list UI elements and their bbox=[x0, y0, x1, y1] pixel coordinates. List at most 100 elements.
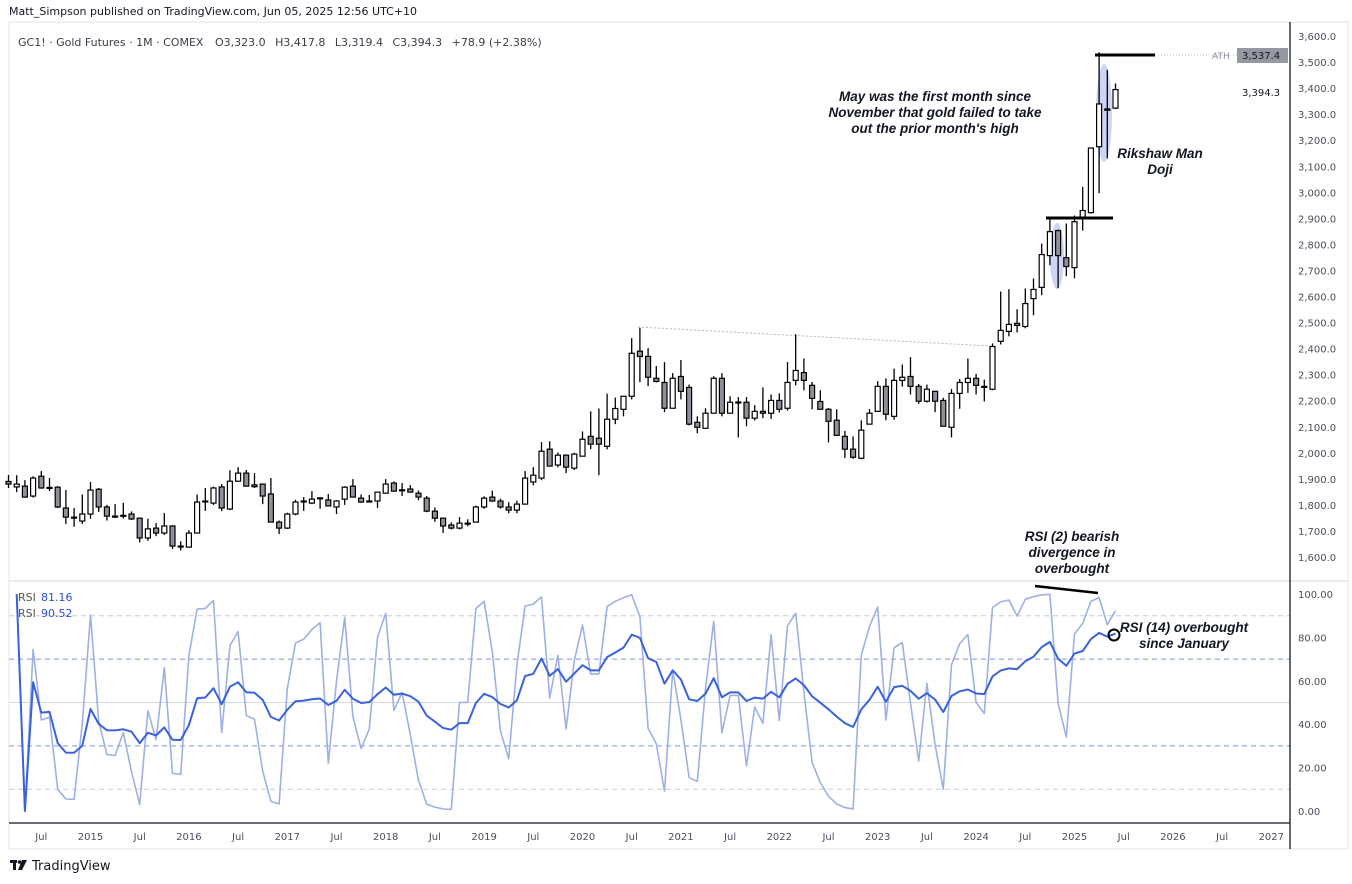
candle-body-down bbox=[267, 493, 274, 523]
candle-body-up bbox=[161, 525, 168, 534]
ath-price: 3,537.4 bbox=[1242, 51, 1280, 62]
price-tick-label: 2,800.0 bbox=[1298, 240, 1336, 251]
time-tick-label: Jul bbox=[428, 832, 441, 843]
candle bbox=[243, 469, 250, 487]
time-tick-label: Jul bbox=[1018, 832, 1031, 843]
price-tick-label: 1,800.0 bbox=[1298, 501, 1336, 512]
candle-body-down bbox=[128, 513, 135, 520]
price-tick-label: 3,100.0 bbox=[1298, 162, 1336, 173]
rsi14-annotation[interactable]: RSI (14) overbought since January bbox=[1120, 620, 1249, 651]
candle bbox=[776, 393, 783, 413]
candle-body-up bbox=[989, 345, 996, 390]
rsi-divergence-line[interactable] bbox=[1034, 584, 1099, 595]
candle-body-down bbox=[390, 482, 397, 492]
tradingview-logo[interactable]: TradingView bbox=[10, 859, 111, 874]
price-tick-label: 3,400.0 bbox=[1298, 84, 1336, 95]
candle bbox=[546, 441, 553, 467]
rsi-marker-circle[interactable] bbox=[1107, 628, 1121, 642]
time-tick-label: Jul bbox=[231, 832, 244, 843]
price-axis[interactable]: 1,600.0 1,700.0 1,800.0 1,900.0 2,000.0 2,100… bbox=[1298, 32, 1336, 564]
candle bbox=[653, 366, 660, 383]
candle-body-down bbox=[907, 375, 914, 387]
candle bbox=[46, 478, 53, 492]
candle-body-up bbox=[620, 395, 627, 410]
time-tick-label: Jul bbox=[920, 832, 933, 843]
ohlc-change: +78.9 (+2.38%) bbox=[452, 36, 542, 49]
rsi14-legend-name: RSI bbox=[18, 591, 36, 604]
resistance-trendline[interactable] bbox=[637, 326, 991, 347]
doji-annotation[interactable]: Rikshaw Man Doji bbox=[1117, 146, 1203, 177]
candle bbox=[210, 486, 217, 505]
candle bbox=[792, 334, 799, 386]
candle-body-down bbox=[415, 492, 422, 498]
candle-body-down bbox=[677, 375, 685, 392]
last-price-label: 3,394.3 bbox=[1242, 88, 1280, 99]
time-tick-label: Jul bbox=[133, 832, 146, 843]
candle-body-up bbox=[669, 377, 676, 409]
ohlc-open: O3,323.0 bbox=[215, 36, 266, 49]
symbol-legend[interactable]: GC1! · Gold Futures · 1M · COMEX O3,323.… bbox=[18, 36, 542, 49]
candle bbox=[1005, 289, 1013, 337]
candle bbox=[1022, 288, 1029, 329]
tradingview-logo-icon bbox=[10, 860, 27, 870]
annotation-line: out the prior month's high bbox=[851, 121, 1018, 136]
time-tick-label: Jul bbox=[1215, 832, 1228, 843]
annotation-line: since January bbox=[1139, 636, 1231, 651]
rsi2-annotation[interactable]: RSI (2) bearish divergence in overbought bbox=[1025, 529, 1120, 576]
candle bbox=[276, 520, 283, 535]
candle-body-up bbox=[1112, 88, 1119, 109]
time-tick-label: Jul bbox=[526, 832, 539, 843]
candle-body-up bbox=[899, 376, 906, 381]
candle bbox=[456, 517, 463, 530]
candle-body-up bbox=[923, 388, 931, 402]
candle bbox=[177, 541, 184, 551]
candle-body-down bbox=[644, 355, 652, 378]
candle-body-down bbox=[317, 497, 324, 500]
candle-body-up bbox=[866, 412, 873, 425]
candle bbox=[472, 505, 479, 523]
candle bbox=[702, 408, 709, 429]
candle-body-down bbox=[448, 524, 455, 529]
rsi-levels bbox=[9, 615, 1290, 790]
candle bbox=[169, 525, 176, 549]
candle-body-up bbox=[890, 379, 898, 417]
candle bbox=[735, 397, 742, 438]
candle bbox=[259, 483, 266, 505]
price-tick-label: 1,600.0 bbox=[1298, 553, 1336, 564]
candle-body-up bbox=[382, 483, 389, 494]
candle-body-down bbox=[776, 399, 783, 410]
time-tick-label: Jul bbox=[625, 832, 638, 843]
candle-body-down bbox=[808, 384, 816, 399]
candle bbox=[595, 408, 603, 476]
rsi-axis[interactable]: 100.00 80.00 60.00 40.00 20.00 0.00 bbox=[1298, 590, 1333, 818]
candle bbox=[13, 475, 20, 493]
time-tick-label: 2027 bbox=[1259, 832, 1284, 843]
price-tick-label: 2,600.0 bbox=[1298, 293, 1336, 304]
candle-body-down bbox=[111, 515, 119, 518]
candle-body-up bbox=[194, 501, 201, 534]
price-tick-label: 3,300.0 bbox=[1298, 110, 1336, 121]
price-tick-label: 2,900.0 bbox=[1298, 214, 1336, 225]
rsi-legend[interactable]: RSI 81.16 RSI 90.52 bbox=[18, 591, 73, 620]
candle bbox=[333, 500, 340, 515]
candle bbox=[349, 479, 356, 498]
candle bbox=[325, 493, 332, 507]
time-axis[interactable]: Jul 2015 Jul 2016 Jul 2017 Jul 2018 Jul 2019 Jul 20… bbox=[34, 832, 1284, 843]
candle bbox=[956, 379, 963, 409]
candle-body-up bbox=[300, 500, 307, 503]
candle bbox=[464, 519, 471, 527]
price-tick-label: 3,200.0 bbox=[1298, 136, 1336, 147]
candle bbox=[849, 436, 857, 459]
time-tick-label: Jul bbox=[329, 832, 342, 843]
candle bbox=[1013, 309, 1021, 333]
candle-body-down bbox=[817, 400, 824, 410]
may-annotation[interactable]: May was the first month since November t… bbox=[828, 89, 1042, 136]
candle-body-down bbox=[21, 485, 28, 498]
candle bbox=[194, 494, 201, 534]
candle-body-down bbox=[325, 499, 332, 507]
candle bbox=[1095, 52, 1103, 194]
candle-body-down bbox=[1054, 229, 1062, 257]
candle bbox=[521, 471, 529, 505]
candle bbox=[300, 497, 307, 511]
